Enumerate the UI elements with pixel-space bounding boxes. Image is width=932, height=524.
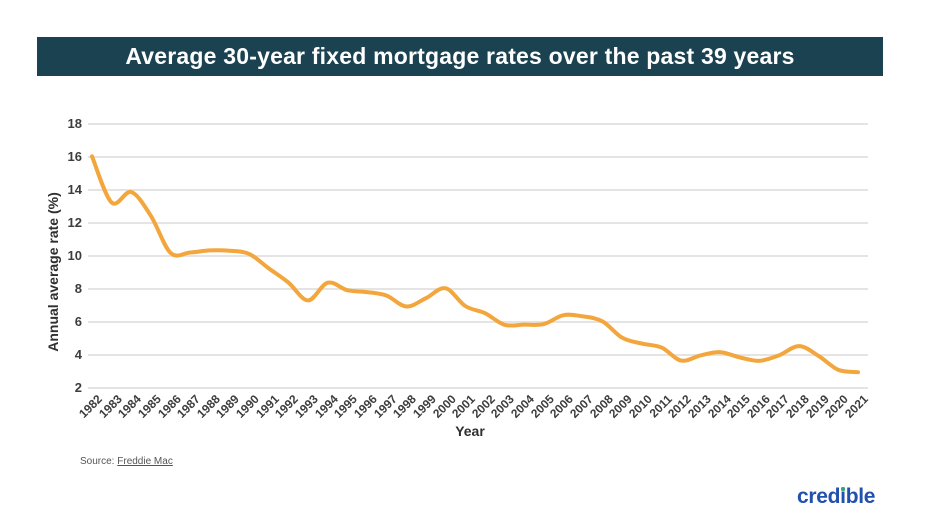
gridline [88, 222, 868, 224]
source-link[interactable]: Freddie Mac [117, 456, 173, 467]
gridline [88, 156, 868, 158]
credible-logo[interactable]: credı ble [797, 485, 875, 509]
logo-dotless-i: ı [840, 485, 846, 508]
gridline [88, 123, 868, 125]
logo-i-dot [840, 487, 845, 491]
chart-title: Average 30-year fixed mortgage rates ove… [125, 43, 795, 69]
logo-letter-i: ı [840, 485, 846, 508]
y-tick-label: 6 [74, 314, 82, 329]
y-tick-label: 2 [74, 380, 82, 395]
source-note: Source: Freddie Mac [80, 456, 173, 467]
chart-title-bar: Average 30-year fixed mortgage rates ove… [37, 37, 883, 76]
gridline [88, 321, 868, 323]
source-prefix: Source: [80, 456, 115, 467]
y-tick-label: 18 [67, 116, 82, 131]
x-axis-title: Year [455, 423, 485, 439]
logo-text-post: ble [845, 485, 876, 508]
y-tick-label: 4 [74, 347, 82, 362]
logo-text-pre: cred [797, 485, 841, 508]
gridline [88, 354, 868, 356]
y-tick-label: 14 [67, 182, 82, 197]
y-tick-label: 10 [67, 248, 82, 263]
y-tick-label: 12 [67, 215, 82, 230]
gridline [88, 189, 868, 191]
y-tick-label: 8 [74, 281, 82, 296]
y-axis-title: Annual average rate (%) [45, 192, 61, 352]
gridline [88, 288, 868, 290]
gridline [88, 387, 868, 389]
y-tick-label: 16 [67, 149, 82, 164]
gridline [88, 255, 868, 257]
